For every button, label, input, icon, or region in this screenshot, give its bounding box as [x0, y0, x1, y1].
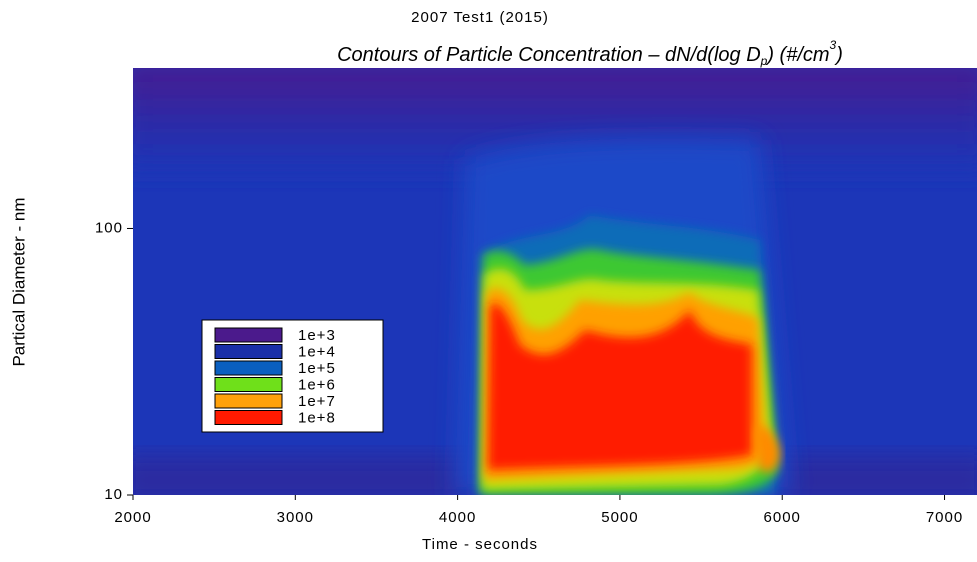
contour-field: [133, 68, 977, 495]
legend-label: 1e+6: [298, 376, 336, 393]
legend-swatch: [214, 393, 283, 409]
legend-label: 1e+5: [298, 360, 336, 377]
legend-label: 1e+3: [298, 327, 336, 344]
x-tick-label: 7000: [926, 509, 963, 526]
y-tick-label: 100: [95, 219, 123, 236]
x-tick-label: 2000: [114, 509, 151, 526]
x-tick-label: 4000: [439, 509, 476, 526]
subtitle-part: Contours of Particle Concentration – dN/…: [337, 44, 761, 66]
x-tick-label: 5000: [601, 509, 638, 526]
subtitle-part: p: [760, 54, 768, 68]
subtitle-part: ): [834, 44, 843, 66]
subtitle-part: 3: [830, 38, 837, 52]
subtitle-part: ) (#/cm: [765, 44, 829, 66]
legend-swatch: [214, 344, 283, 359]
legend-label: 1e+7: [298, 393, 336, 410]
y-axis-title: Partical Diameter - nm: [9, 197, 28, 366]
chart-title: 2007 Test1 (2015): [411, 9, 549, 26]
x-tick-label: 6000: [764, 509, 801, 526]
legend-swatch: [214, 327, 283, 343]
chart-subtitle: Contours of Particle Concentration – dN/…: [337, 38, 843, 68]
legend-label: 1e+4: [298, 343, 336, 360]
legend-swatch: [214, 360, 283, 376]
x-axis-title: Time - seconds: [422, 536, 538, 553]
legend-label: 1e+8: [298, 409, 336, 426]
x-tick-label: 3000: [277, 509, 314, 526]
legend-swatch: [214, 410, 283, 425]
legend-swatch: [214, 377, 283, 392]
y-tick-label: 10: [104, 486, 123, 503]
